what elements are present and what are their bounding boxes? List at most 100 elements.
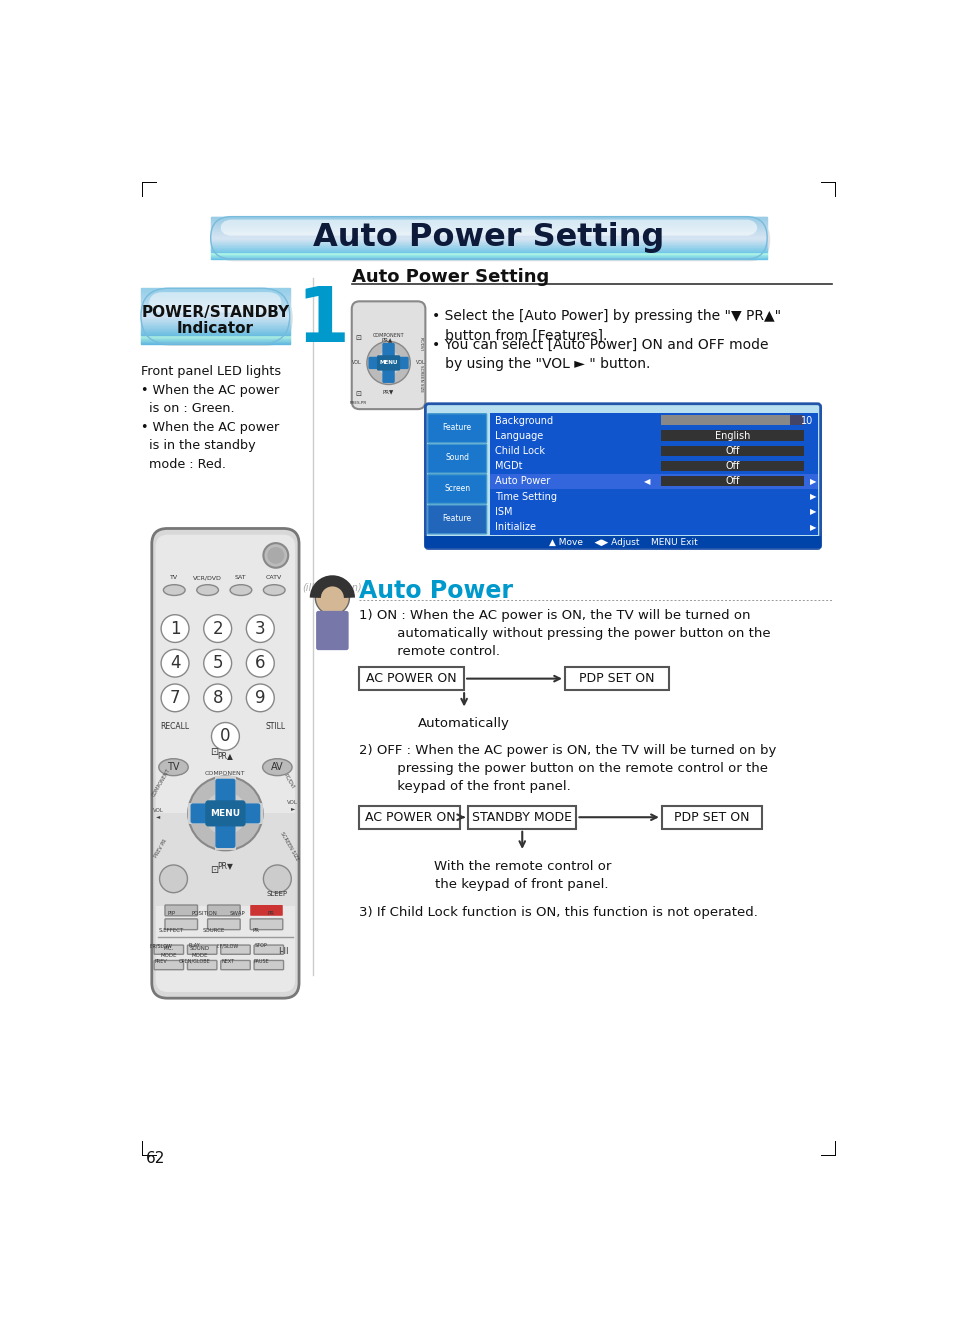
Text: VOL: VOL — [351, 360, 361, 365]
Text: Auto Power Setting: Auto Power Setting — [313, 222, 664, 253]
Text: CATV: CATV — [266, 575, 282, 580]
Text: VOL
►: VOL ► — [287, 800, 298, 812]
FancyBboxPatch shape — [427, 444, 486, 473]
Text: PDP SET ON: PDP SET ON — [578, 673, 654, 685]
FancyBboxPatch shape — [427, 504, 486, 534]
Text: S.EFFECT: S.EFFECT — [158, 928, 184, 933]
Text: VOL
◄: VOL ◄ — [152, 808, 163, 818]
Text: ⊡: ⊡ — [355, 335, 360, 340]
Text: PR▼: PR▼ — [217, 861, 233, 870]
Text: Off: Off — [724, 461, 739, 471]
Text: Time Setting: Time Setting — [495, 491, 557, 502]
Text: Feature: Feature — [442, 514, 471, 523]
Text: PAUSE: PAUSE — [253, 959, 269, 964]
Text: 3: 3 — [254, 620, 265, 638]
Text: PR▲: PR▲ — [217, 751, 233, 760]
Text: STILL: STILL — [266, 722, 286, 731]
Text: ⊡: ⊡ — [210, 865, 217, 875]
Text: • Select the [Auto Power] by pressing the "▼ PR▲"
   button from [Features].: • Select the [Auto Power] by pressing th… — [431, 308, 780, 343]
Bar — [359, 806, 459, 829]
Text: Front panel LED lights
• When the AC power
  is on : Green.
• When the AC power
: Front panel LED lights • When the AC pow… — [141, 365, 281, 471]
FancyBboxPatch shape — [152, 528, 298, 998]
Text: TV: TV — [170, 575, 178, 580]
Text: MENU: MENU — [379, 360, 397, 365]
Bar — [188, 802, 262, 824]
Text: ◀: ◀ — [643, 477, 650, 486]
FancyBboxPatch shape — [352, 302, 425, 409]
Circle shape — [246, 649, 274, 677]
Text: PLAY: PLAY — [189, 943, 200, 948]
Text: 5: 5 — [213, 654, 223, 673]
Text: POWER/STANDBY: POWER/STANDBY — [141, 305, 289, 319]
Text: SWAP: SWAP — [230, 911, 246, 916]
Text: Feature: Feature — [442, 422, 471, 432]
Text: COMPONENT: COMPONENT — [205, 771, 246, 776]
FancyBboxPatch shape — [427, 474, 486, 503]
FancyBboxPatch shape — [154, 945, 183, 955]
Text: PDP SET ON: PDP SET ON — [674, 810, 749, 824]
Bar — [659, 475, 803, 486]
FancyBboxPatch shape — [187, 960, 216, 969]
Text: MODE: MODE — [192, 953, 208, 959]
Text: 4: 4 — [170, 654, 180, 673]
Text: 10: 10 — [800, 416, 812, 425]
FancyBboxPatch shape — [165, 919, 197, 929]
Text: PR: PR — [268, 911, 274, 916]
FancyBboxPatch shape — [149, 293, 282, 312]
FancyBboxPatch shape — [376, 355, 399, 371]
Text: 8: 8 — [213, 688, 223, 707]
FancyBboxPatch shape — [208, 919, 240, 929]
Circle shape — [204, 649, 232, 677]
Circle shape — [375, 351, 400, 375]
Text: PR▼: PR▼ — [382, 389, 394, 395]
FancyBboxPatch shape — [208, 906, 240, 916]
Ellipse shape — [263, 585, 285, 596]
Bar — [359, 667, 464, 690]
Circle shape — [246, 685, 274, 712]
Text: AV: AV — [271, 763, 283, 772]
Text: POSITION: POSITION — [192, 911, 217, 916]
Text: SOUND: SOUND — [190, 945, 210, 951]
Text: I-II: I-II — [278, 947, 289, 956]
Circle shape — [263, 543, 288, 568]
Text: English: English — [714, 430, 749, 441]
Text: SOURCE: SOURCE — [202, 928, 225, 933]
Bar — [659, 430, 803, 441]
Text: PC/DVI: PC/DVI — [418, 336, 422, 351]
FancyBboxPatch shape — [253, 945, 283, 955]
Bar — [425, 536, 820, 548]
Circle shape — [161, 614, 189, 642]
FancyBboxPatch shape — [425, 404, 820, 548]
Text: Sound: Sound — [445, 453, 469, 462]
Text: 6: 6 — [254, 654, 265, 673]
Text: COMPONENT: COMPONENT — [151, 768, 171, 797]
Text: With the remote control or
the keypad of front panel.: With the remote control or the keypad of… — [433, 859, 610, 891]
Ellipse shape — [163, 585, 185, 596]
Text: ⊡: ⊡ — [210, 747, 217, 757]
Text: RECALL: RECALL — [160, 722, 190, 731]
Bar — [659, 461, 803, 471]
Text: ▶: ▶ — [809, 507, 815, 516]
Text: ISM: ISM — [495, 507, 512, 516]
FancyBboxPatch shape — [213, 218, 769, 261]
FancyBboxPatch shape — [393, 356, 408, 369]
Text: 0: 0 — [220, 727, 231, 745]
Bar — [661, 806, 761, 829]
Ellipse shape — [196, 585, 218, 596]
Text: Language: Language — [495, 430, 543, 441]
Text: Screen: Screen — [444, 483, 470, 493]
FancyBboxPatch shape — [187, 945, 216, 955]
Text: 1: 1 — [170, 620, 180, 638]
FancyBboxPatch shape — [315, 610, 348, 650]
Text: Background: Background — [495, 416, 553, 425]
Text: 9: 9 — [254, 688, 265, 707]
FancyBboxPatch shape — [427, 413, 486, 442]
Text: ⊡: ⊡ — [355, 391, 360, 397]
FancyBboxPatch shape — [154, 960, 183, 969]
Text: 1: 1 — [296, 283, 349, 357]
Bar — [490, 413, 817, 535]
Text: Automatically: Automatically — [417, 718, 510, 730]
Text: Auto Power: Auto Power — [495, 477, 550, 486]
Text: TV: TV — [167, 763, 179, 772]
FancyBboxPatch shape — [215, 779, 235, 805]
